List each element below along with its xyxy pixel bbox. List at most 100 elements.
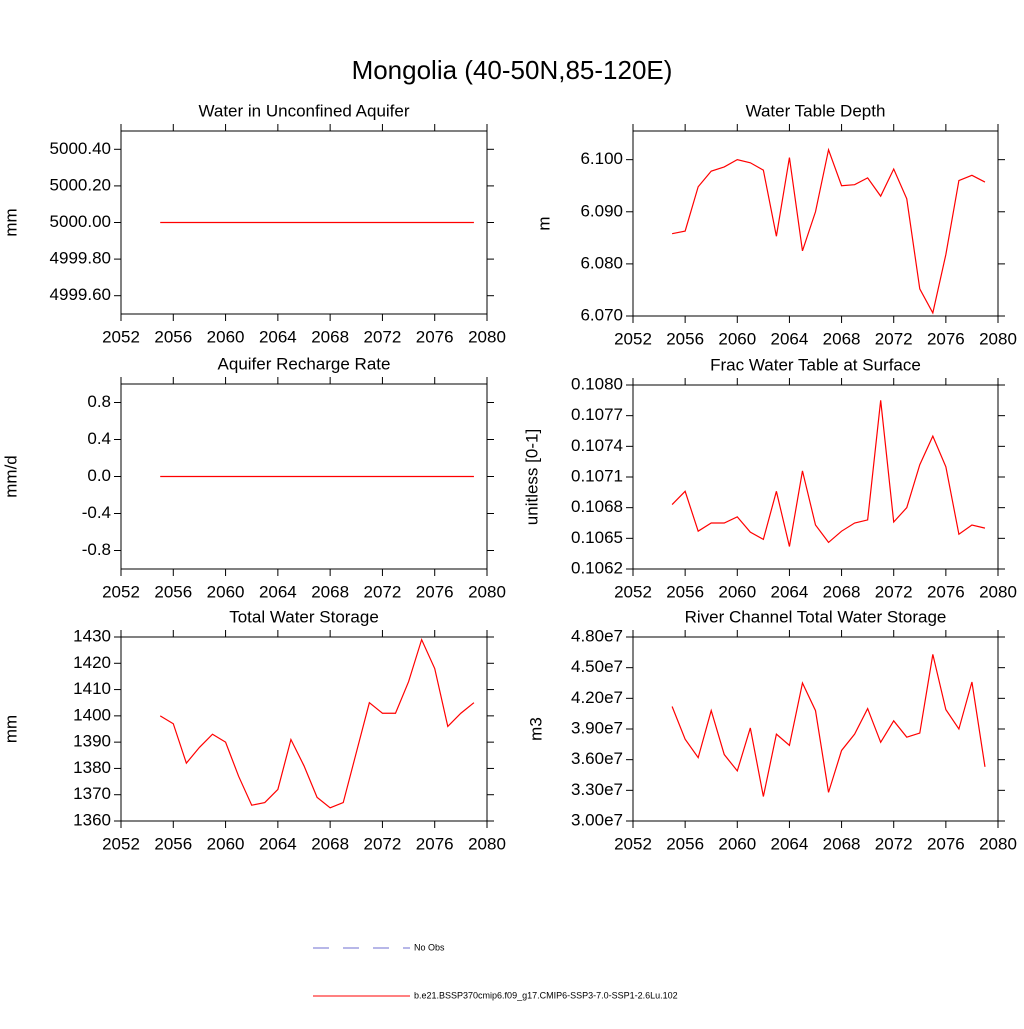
y-axis-label: m (534, 216, 553, 230)
x-tick-label: 2056 (154, 327, 192, 346)
y-tick-label: -0.8 (82, 540, 111, 559)
y-axis-label: m3 (526, 717, 545, 741)
x-tick-label: 2056 (154, 834, 192, 853)
y-tick-label: 0.8 (87, 392, 111, 411)
x-tick-label: 2060 (718, 582, 756, 601)
x-tick-label: 2052 (614, 582, 652, 601)
x-tick-label: 2064 (259, 582, 297, 601)
x-tick-label: 2064 (259, 834, 297, 853)
x-tick-label: 2076 (416, 582, 454, 601)
y-tick-label: 1360 (73, 810, 111, 829)
y-tick-label: 3.90e7 (571, 718, 623, 737)
y-tick-label: 0.1080 (571, 374, 623, 393)
y-tick-label: 1370 (73, 784, 111, 803)
y-tick-label: 4.50e7 (571, 657, 623, 676)
x-tick-label: 2068 (823, 582, 861, 601)
panel-title: Aquifer Recharge Rate (218, 354, 391, 373)
y-tick-label: 3.30e7 (571, 780, 623, 799)
x-tick-label: 2060 (207, 582, 245, 601)
x-tick-label: 2056 (154, 582, 192, 601)
x-tick-label: 2056 (666, 329, 704, 348)
page-title: Mongolia (40-50N,85-120E) (352, 55, 673, 85)
y-tick-label: 1380 (73, 758, 111, 777)
y-tick-label: 4999.80 (50, 249, 111, 268)
x-tick-label: 2076 (927, 834, 965, 853)
x-tick-label: 2076 (416, 327, 454, 346)
y-tick-label: 0.1071 (571, 466, 623, 485)
y-tick-label: 1410 (73, 679, 111, 698)
y-tick-label: 0.1062 (571, 558, 623, 577)
x-tick-label: 2064 (771, 582, 809, 601)
y-tick-label: 0.4 (87, 429, 111, 448)
x-tick-label: 2056 (666, 582, 704, 601)
y-axis-label: mm (1, 715, 20, 743)
x-tick-label: 2060 (718, 329, 756, 348)
x-tick-label: 2068 (823, 834, 861, 853)
panel-title: Frac Water Table at Surface (710, 355, 921, 374)
x-tick-label: 2080 (979, 834, 1017, 853)
x-tick-label: 2068 (311, 834, 349, 853)
x-tick-label: 2060 (207, 327, 245, 346)
y-tick-label: 1390 (73, 732, 111, 751)
panel-title: Water Table Depth (746, 101, 886, 120)
y-axis-label: unitless [0-1] (522, 429, 541, 525)
y-tick-label: 1430 (73, 626, 111, 645)
panel-title: River Channel Total Water Storage (685, 607, 947, 626)
y-tick-label: 1420 (73, 653, 111, 672)
y-tick-label: 5000.00 (50, 212, 111, 231)
plot-frame (120, 636, 488, 822)
plot-frame (632, 130, 999, 317)
legend-label: b.e21.BSSP370cmip6.f09_g17.CMIP6-SSP3-7.… (414, 990, 678, 1000)
x-tick-label: 2060 (718, 834, 756, 853)
y-tick-label: 3.00e7 (571, 810, 623, 829)
y-tick-label: 4999.60 (50, 285, 111, 304)
data-line (159, 637, 475, 809)
y-axis-label: mm (1, 208, 20, 236)
y-tick-label: 1400 (73, 705, 111, 724)
x-tick-label: 2052 (102, 582, 140, 601)
y-tick-label: 0.1074 (571, 436, 623, 455)
x-tick-label: 2064 (771, 329, 809, 348)
x-tick-label: 2072 (875, 582, 913, 601)
x-tick-label: 2052 (102, 327, 140, 346)
y-tick-label: 0.0 (87, 466, 111, 485)
y-tick-label: 4.20e7 (571, 688, 623, 707)
y-tick-label: 6.090 (580, 201, 623, 220)
legend-label: No Obs (414, 942, 445, 952)
data-line (671, 147, 986, 315)
y-tick-label: 6.080 (580, 253, 623, 272)
x-tick-label: 2060 (207, 834, 245, 853)
x-tick-label: 2076 (927, 582, 965, 601)
x-tick-label: 2072 (875, 329, 913, 348)
x-tick-label: 2052 (614, 329, 652, 348)
x-tick-label: 2080 (468, 582, 506, 601)
x-tick-label: 2064 (259, 327, 297, 346)
x-tick-label: 2056 (666, 834, 704, 853)
y-axis-label: mm/d (1, 455, 20, 498)
y-tick-label: 6.070 (580, 305, 623, 324)
x-tick-label: 2076 (927, 329, 965, 348)
x-tick-label: 2052 (614, 834, 652, 853)
x-tick-label: 2080 (979, 329, 1017, 348)
x-tick-label: 2068 (311, 582, 349, 601)
y-tick-label: 3.60e7 (571, 749, 623, 768)
x-tick-label: 2080 (979, 582, 1017, 601)
y-tick-label: 0.1068 (571, 497, 623, 516)
x-tick-label: 2068 (823, 329, 861, 348)
data-line (671, 654, 986, 797)
y-tick-label: 5000.20 (50, 175, 111, 194)
y-tick-label: 0.1065 (571, 528, 623, 547)
y-tick-label: 5000.40 (50, 139, 111, 158)
x-tick-label: 2072 (364, 582, 402, 601)
x-tick-label: 2080 (468, 327, 506, 346)
y-tick-label: 0.1077 (571, 405, 623, 424)
y-tick-label: -0.4 (82, 503, 111, 522)
x-tick-label: 2052 (102, 834, 140, 853)
data-line (671, 400, 986, 547)
x-tick-label: 2068 (311, 327, 349, 346)
x-tick-label: 2080 (468, 834, 506, 853)
x-tick-label: 2076 (416, 834, 454, 853)
panel-title: Water in Unconfined Aquifer (198, 101, 409, 120)
